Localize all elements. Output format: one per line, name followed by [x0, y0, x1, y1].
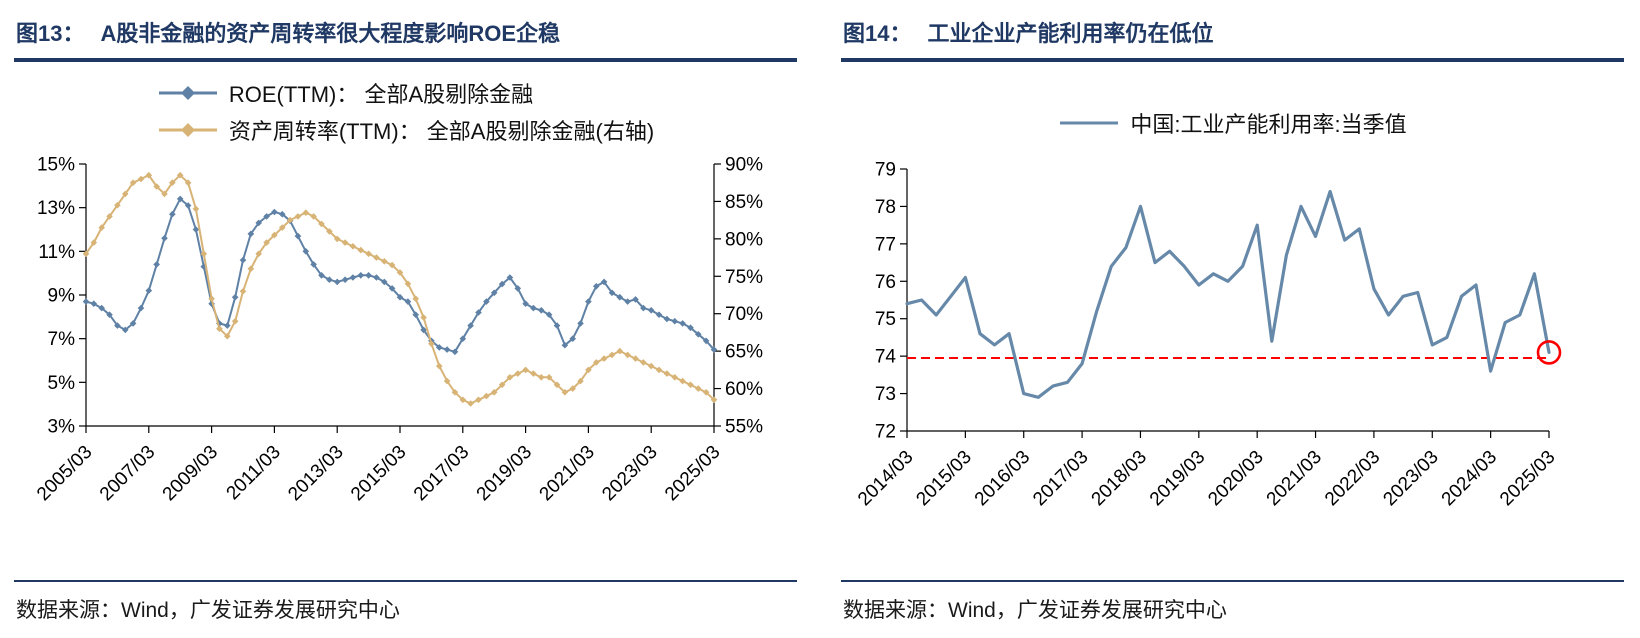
svg-text:65%: 65% [725, 342, 763, 363]
svg-text:11%: 11% [38, 242, 75, 263]
svg-text:90%: 90% [725, 155, 763, 176]
svg-text:2019/03: 2019/03 [472, 442, 535, 505]
svg-text:5%: 5% [47, 373, 75, 394]
svg-text:2015/03: 2015/03 [347, 442, 410, 505]
svg-text:2021/03: 2021/03 [1262, 447, 1325, 510]
panel-figure-13: 图13： A股非金融的资产周转率很大程度影响ROE企稳 ROE(TTM)： 全部A… [14, 10, 797, 630]
figure-13-source-text: 数据来源：Wind，广发证券发展研究中心 [16, 599, 400, 622]
svg-text:7%: 7% [47, 329, 75, 350]
svg-text:74: 74 [874, 347, 896, 368]
svg-text:85%: 85% [725, 192, 763, 213]
svg-text:2023/03: 2023/03 [1379, 447, 1442, 510]
legend-label: 中国:工业产能利用率:当季值 [1130, 111, 1407, 137]
svg-text:2020/03: 2020/03 [1204, 447, 1267, 510]
svg-text:60%: 60% [725, 379, 763, 400]
legend-label: ROE(TTM)： 全部A股剔除金融 [228, 81, 534, 107]
figure-13-header: 图13： A股非金融的资产周转率很大程度影响ROE企稳 [14, 10, 797, 62]
svg-text:70%: 70% [725, 304, 763, 325]
svg-text:2014/03: 2014/03 [854, 447, 917, 510]
svg-text:2025/03: 2025/03 [1496, 447, 1559, 510]
svg-text:78: 78 [874, 197, 895, 218]
svg-text:55%: 55% [725, 417, 763, 438]
svg-text:75: 75 [874, 309, 895, 330]
legend-item: ROE(TTM)： 全部A股剔除金融 [157, 74, 654, 111]
capacity-utilization-chart: 72737475767778792014/032015/032016/03201… [854, 160, 1561, 510]
legend-label: 资产周转率(TTM)： 全部A股剔除金融(右轴) [228, 118, 655, 144]
svg-text:2007/03: 2007/03 [95, 442, 158, 505]
legend-item: 中国:工业产能利用率:当季值 [1058, 104, 1407, 141]
svg-text:77: 77 [874, 234, 895, 255]
panel-figure-14: 图14： 工业企业产能利用率仍在低位 中国:工业产能利用率:当季值 72 73 74 7… [841, 10, 1624, 630]
svg-text:2013/03: 2013/03 [284, 442, 347, 505]
svg-text:9%: 9% [47, 286, 75, 307]
legend-line-swatch [158, 122, 217, 137]
svg-text:73: 73 [874, 384, 895, 405]
figure-14-header: 图14： 工业企业产能利用率仍在低位 [841, 10, 1624, 62]
svg-text:13%: 13% [36, 198, 74, 219]
svg-text:2021/03: 2021/03 [535, 442, 598, 505]
svg-text:2018/03: 2018/03 [1087, 447, 1150, 510]
figure-13-number: 图13： [16, 21, 85, 46]
svg-text:2011/03: 2011/03 [222, 442, 284, 504]
svg-text:72: 72 [874, 422, 895, 443]
svg-text:2017/03: 2017/03 [409, 442, 472, 505]
svg-text:3%: 3% [47, 417, 75, 438]
svg-text:76: 76 [874, 272, 895, 293]
svg-text:75%: 75% [725, 267, 763, 288]
figure-13-legend: ROE(TTM)： 全部A股剔除金融资产周转率(TTM)： 全部A股剔除金融(右… [157, 74, 654, 148]
svg-text:2025/03: 2025/03 [661, 442, 724, 505]
figure-14-title: 工业企业产能利用率仍在低位 [927, 21, 1214, 46]
svg-text:2015/03: 2015/03 [912, 447, 975, 510]
figure-14-legend: 中国:工业产能利用率:当季值 [1058, 104, 1407, 141]
figure-13-source: 数据来源：Wind，广发证券发展研究中心 [14, 580, 797, 630]
roe-asset-turnover-chart: 3% 5% 7% 9% 11% 13% 15% 55% 60% 65% 70% 75% 80% 85% 90… [33, 155, 763, 506]
legend-line-swatch [1060, 121, 1119, 124]
svg-text:2016/03: 2016/03 [970, 447, 1033, 510]
svg-text:2019/03: 2019/03 [1145, 447, 1208, 510]
figure-14-number: 图14： [843, 21, 912, 46]
figure-13-title: A股非金融的资产周转率很大程度影响ROE企稳 [100, 21, 561, 46]
svg-text:2024/03: 2024/03 [1437, 447, 1500, 510]
svg-text:15%: 15% [36, 155, 74, 176]
svg-text:2023/03: 2023/03 [598, 442, 661, 505]
figure-14-source-text: 数据来源：Wind，广发证券发展研究中心 [843, 599, 1227, 622]
legend-line-swatch [158, 85, 217, 100]
svg-text:79: 79 [874, 160, 895, 181]
svg-text:2009/03: 2009/03 [158, 442, 221, 505]
svg-text:80%: 80% [725, 229, 763, 250]
svg-text:2022/03: 2022/03 [1321, 447, 1384, 510]
svg-text:2017/03: 2017/03 [1029, 447, 1092, 510]
svg-text:2005/03: 2005/03 [33, 442, 96, 505]
figure-14-source: 数据来源：Wind，广发证券发展研究中心 [841, 580, 1624, 630]
legend-item: 资产周转率(TTM)： 全部A股剔除金融(右轴) [157, 111, 654, 148]
